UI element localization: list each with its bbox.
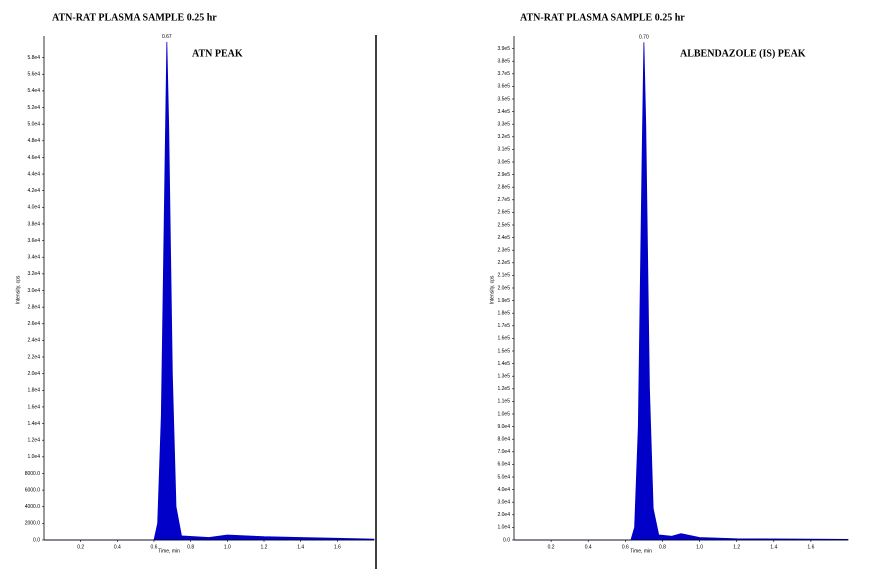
y-tick-label: 3.0e4: [27, 288, 40, 294]
y-tick-label: 2.8e5: [497, 185, 510, 191]
y-tick-label: 7.0e4: [497, 449, 510, 455]
y-tick-label: 3.4e4: [27, 255, 40, 261]
y-tick-label: 1.3e5: [497, 374, 510, 380]
y-tick-label: 1.0e5: [497, 411, 510, 417]
y-tick-label: 6.0e4: [497, 462, 510, 468]
y-tick-label: 3.9e5: [497, 46, 510, 52]
y-tick-label: 1.2e5: [497, 386, 510, 392]
y-tick-label: 3.6e4: [27, 238, 40, 244]
y-tick-label: 4.0e4: [497, 487, 510, 493]
y-tick-label: 1.0e4: [497, 525, 510, 531]
y-tick-label: 4.2e4: [27, 188, 40, 194]
y-tick-label: 1.6e5: [497, 336, 510, 342]
y-tick-label: 5.2e4: [27, 105, 40, 111]
y-tick-label: 3.0e5: [497, 159, 510, 165]
peak-label: 0.67: [162, 34, 172, 40]
y-tick-label: 2.0e4: [497, 512, 510, 518]
y-tick-label: 1.9e5: [497, 298, 510, 304]
x-tick-label: 0.6: [151, 544, 158, 550]
y-tick-label: 2.8e4: [27, 304, 40, 310]
x-tick-label: 1.2: [261, 544, 268, 550]
y-tick-label: 2.6e5: [497, 210, 510, 216]
x-tick-label: 0.8: [187, 544, 194, 550]
x-tick-label: 1.0: [224, 544, 231, 550]
y-tick-label: 1.2e4: [27, 438, 40, 444]
y-tick-label: 5.0e4: [27, 121, 40, 127]
y-axis-label: Intensity, cps: [15, 275, 21, 304]
y-tick-label: 1.1e5: [497, 399, 510, 405]
x-tick-label: 0.4: [585, 544, 592, 550]
x-tick-label: 0.8: [659, 544, 666, 550]
y-tick-label: 1.8e5: [497, 311, 510, 317]
x-tick-label: 1.6: [334, 544, 341, 550]
y-tick-label: 3.1e5: [497, 147, 510, 153]
y-tick-label: 2.0e5: [497, 285, 510, 291]
y-axis-label: Intensity, cps: [489, 275, 495, 304]
y-tick-label: 5.8e4: [27, 55, 40, 61]
annotation: ALBENDAZOLE (IS) PEAK: [680, 48, 806, 59]
x-axis-label: Time, min: [158, 548, 180, 554]
y-tick-label: 4000.0: [25, 504, 41, 510]
chromatogram-area: [514, 42, 849, 541]
y-tick-label: 5.6e4: [27, 72, 40, 78]
x-tick-label: 0.2: [548, 544, 555, 550]
y-tick-label: 1.4e4: [27, 421, 40, 427]
y-tick-label: 2.0e4: [27, 371, 40, 377]
y-tick-label: 2.4e5: [497, 235, 510, 241]
annotation: ATN PEAK: [192, 48, 243, 59]
y-tick-label: 4.4e4: [27, 171, 40, 177]
y-tick-label: 0.0: [503, 537, 510, 543]
chart-title: ATN-RAT PLASMA SAMPLE 0.25 hr: [520, 12, 685, 23]
x-tick-label: 0.4: [114, 544, 121, 550]
y-tick-label: 8.0e4: [497, 437, 510, 443]
y-tick-label: 2.5e5: [497, 222, 510, 228]
y-tick-label: 3.2e5: [497, 134, 510, 140]
chromatogram-area: [44, 41, 375, 541]
x-tick-label: 1.6: [807, 544, 814, 550]
y-tick-label: 3.2e4: [27, 271, 40, 277]
y-tick-label: 4.6e4: [27, 155, 40, 161]
x-tick-label: 0.6: [622, 544, 629, 550]
y-tick-label: 2.2e5: [497, 260, 510, 266]
x-tick-label: 1.2: [733, 544, 740, 550]
y-tick-label: 3.8e4: [27, 221, 40, 227]
y-tick-label: 3.6e5: [497, 84, 510, 90]
y-tick-label: 0.0: [33, 537, 40, 543]
y-tick-label: 5.0e4: [497, 474, 510, 480]
chart-title: ATN-RAT PLASMA SAMPLE 0.25 hr: [52, 12, 217, 23]
y-tick-label: 5.4e4: [27, 88, 40, 94]
y-tick-label: 2000.0: [25, 521, 41, 527]
y-tick-label: 6000.0: [25, 487, 41, 493]
y-tick-label: 1.0e4: [27, 454, 40, 460]
y-tick-label: 8000.0: [25, 471, 41, 477]
y-tick-label: 9.0e4: [497, 424, 510, 430]
y-tick-label: 2.1e5: [497, 273, 510, 279]
y-tick-label: 3.7e5: [497, 71, 510, 77]
x-axis-label: Time, min: [630, 548, 652, 554]
x-tick-label: 1.4: [297, 544, 304, 550]
y-tick-label: 2.4e4: [27, 338, 40, 344]
y-tick-label: 2.7e5: [497, 197, 510, 203]
x-tick-label: 1.0: [696, 544, 703, 550]
y-tick-label: 4.0e4: [27, 205, 40, 211]
x-tick-label: 0.2: [77, 544, 84, 550]
y-tick-label: 2.9e5: [497, 172, 510, 178]
y-tick-label: 1.5e5: [497, 348, 510, 354]
y-tick-label: 1.6e4: [27, 404, 40, 410]
y-tick-label: 3.8e5: [497, 59, 510, 65]
y-tick-label: 3.4e5: [497, 109, 510, 115]
y-tick-label: 2.6e4: [27, 321, 40, 327]
y-tick-label: 4.8e4: [27, 138, 40, 144]
y-tick-label: 3.5e5: [497, 96, 510, 102]
y-tick-label: 2.2e4: [27, 354, 40, 360]
y-tick-label: 2.3e5: [497, 248, 510, 254]
y-tick-label: 1.7e5: [497, 323, 510, 329]
x-tick-label: 1.4: [770, 544, 777, 550]
y-tick-label: 1.8e4: [27, 388, 40, 394]
y-tick-label: 3.3e5: [497, 122, 510, 128]
y-tick-label: 3.0e4: [497, 500, 510, 506]
y-tick-label: 1.4e5: [497, 361, 510, 367]
peak-label: 0.70: [639, 35, 649, 41]
